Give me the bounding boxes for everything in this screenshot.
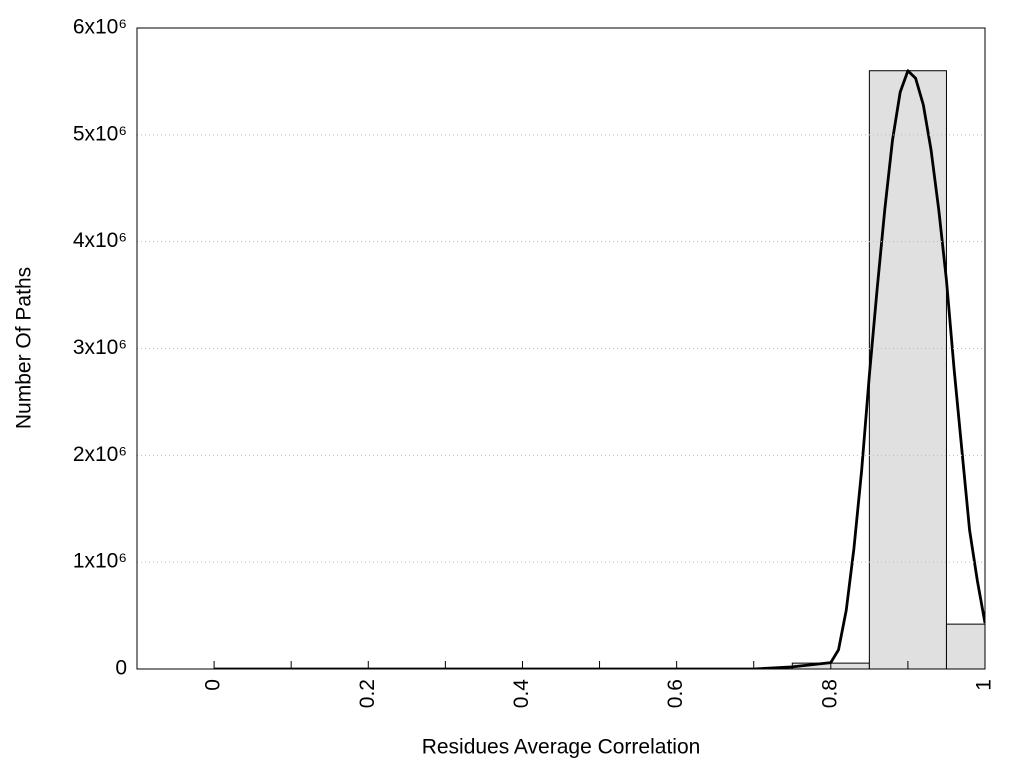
x-tick-label: 0 (202, 679, 225, 691)
plot-frame (136, 27, 986, 670)
bar (868, 70, 947, 669)
y-axis-label: Number Of Paths (13, 267, 36, 429)
y-tick-label: 1x10⁶ (73, 550, 127, 573)
plot-area (214, 69, 985, 669)
x-axis-label: Residues Average Correlation (422, 736, 701, 759)
y-tick-label: 6x10⁶ (73, 16, 127, 39)
x-tick-label: 1 (973, 679, 996, 691)
y-tick-label: 4x10⁶ (73, 229, 127, 252)
y-tick-label: 0 (115, 657, 127, 680)
x-tick-label: 0.8 (818, 679, 841, 708)
fit-curve (214, 69, 985, 669)
x-tick-label: 0.4 (510, 679, 533, 709)
y-tick-label: 2x10⁶ (73, 443, 127, 466)
x-tick-label: 0.2 (356, 679, 379, 708)
y-tick-label: 5x10⁶ (73, 122, 127, 145)
y-tick-label: 3x10⁶ (73, 336, 127, 359)
x-tick-label: 0.6 (664, 679, 687, 708)
